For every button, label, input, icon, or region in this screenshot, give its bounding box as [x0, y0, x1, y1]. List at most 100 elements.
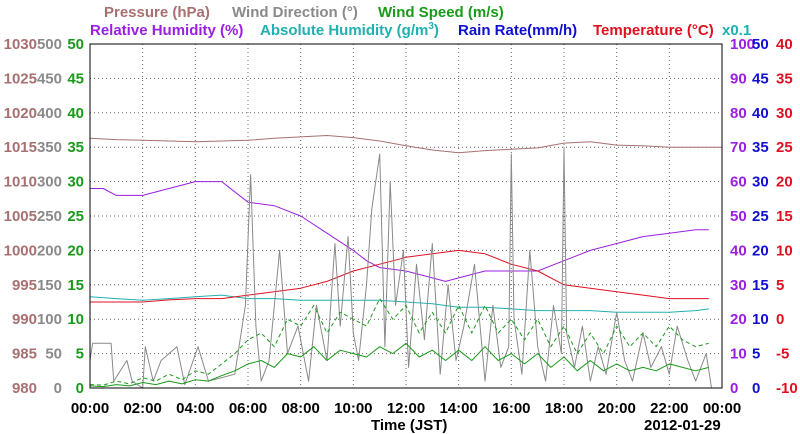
abs-hum-label: Absolute Humidity (g/m [260, 22, 428, 39]
pressure-tick: 1025 [4, 70, 37, 87]
wind-speed-tick: 20 [67, 242, 84, 259]
grid [90, 44, 722, 388]
x-tick-label: 00:00 [71, 400, 109, 417]
humidity-tick: 60 [730, 174, 747, 191]
axis-tick-labels: 00:00 02:00 04:00 06:00 08:00 10:00 12:00 14:00… [4, 36, 798, 417]
humidity-tick: 30 [730, 277, 747, 294]
series-line-5 [89, 342, 709, 388]
pressure-tick: 1015 [4, 139, 37, 156]
x-tick-label: 14:00 [439, 400, 477, 417]
temperature-tick: 35 [776, 70, 793, 87]
wind-direction-tick: 50 [45, 346, 62, 363]
wind-direction-tick: 100 [37, 311, 62, 328]
pressure-tick: 1030 [4, 36, 37, 53]
x-tick-label: 00:00 [703, 400, 741, 417]
wind-speed-tick: 40 [67, 105, 84, 122]
pressure-tick: 990 [12, 311, 37, 328]
legend-row-2: Relative Humidity (%) Absolute Humidity … [90, 21, 751, 39]
humidity-tick: 90 [730, 70, 747, 87]
x-tick-label: 10:00 [334, 400, 372, 417]
rain-rate-tick: 35 [752, 139, 769, 156]
wind-speed-tick: 0 [76, 380, 84, 397]
wind-speed-tick: 25 [67, 208, 84, 225]
humidity-tick: 40 [730, 242, 747, 259]
pressure-tick: 1005 [4, 208, 37, 225]
humidity-tick: 70 [730, 139, 747, 156]
series-lines [89, 135, 722, 389]
temperature-tick: 40 [776, 36, 793, 53]
x-tick-label: 22:00 [650, 400, 688, 417]
pressure-tick: 995 [12, 277, 37, 294]
wind-direction-tick: 450 [37, 70, 62, 87]
x-tick-label: 06:00 [229, 400, 267, 417]
wind-direction-tick: 400 [37, 105, 62, 122]
legend-pressure: Pressure (hPa) [104, 4, 210, 21]
temperature-tick: 0 [776, 311, 784, 328]
series-line-4 [89, 146, 712, 389]
temperature-tick: 15 [776, 208, 793, 225]
plot-frame [89, 43, 723, 389]
rain-rate-tick: 10 [752, 311, 769, 328]
rain-rate-tick: 0 [752, 380, 760, 397]
temperature-tick: -5 [776, 346, 789, 363]
rain-rate-tick: 30 [752, 174, 769, 191]
abs-hum-tail: ) [434, 22, 439, 39]
pressure-tick: 980 [12, 380, 37, 397]
temperature-tick: 25 [776, 139, 793, 156]
rain-rate-tick: 15 [752, 277, 769, 294]
x-tick-label: 08:00 [281, 400, 319, 417]
pressure-tick: 985 [12, 346, 37, 363]
wind-direction-tick: 500 [37, 36, 62, 53]
legend-temperature: Temperature (°C) [593, 22, 714, 39]
series-line-6 [89, 298, 709, 386]
humidity-tick: 50 [730, 208, 747, 225]
x-tick-label: 20:00 [597, 400, 635, 417]
humidity-tick: 100 [730, 36, 755, 53]
pressure-tick: 1010 [4, 174, 37, 191]
humidity-tick: 20 [730, 311, 747, 328]
pressure-tick: 1000 [4, 242, 37, 259]
rain-rate-tick: 40 [752, 105, 769, 122]
x-tick-label: 02:00 [123, 400, 161, 417]
wind-speed-tick: 30 [67, 174, 84, 191]
rain-rate-tick: 50 [752, 36, 769, 53]
humidity-multiplier: x0.1 [722, 22, 751, 39]
rain-rate-tick: 45 [752, 70, 769, 87]
series-line-1 [90, 181, 709, 282]
humidity-tick: 0 [730, 380, 738, 397]
x-tick-label: 18:00 [545, 400, 583, 417]
x-tick-label: 04:00 [176, 400, 214, 417]
wind-direction-tick: 150 [37, 277, 62, 294]
x-axis-title: Time (JST) [371, 417, 447, 434]
rain-rate-tick: 20 [752, 242, 769, 259]
x-tick-label: 12:00 [387, 400, 425, 417]
legend-rain-rate: Rain Rate(mm/h) [458, 22, 577, 39]
legend-wind-speed: Wind Speed (m/s) [378, 4, 504, 21]
wind-direction-tick: 0 [54, 380, 62, 397]
temperature-tick: 20 [776, 174, 793, 191]
wind-direction-tick: 350 [37, 139, 62, 156]
temperature-tick: -10 [776, 380, 798, 397]
humidity-tick: 10 [730, 346, 747, 363]
wind-speed-tick: 5 [76, 346, 84, 363]
wind-direction-tick: 200 [37, 242, 62, 259]
legend-absolute-humidity: Absolute Humidity (g/m3) [260, 21, 439, 39]
temperature-tick: 30 [776, 105, 793, 122]
legend-wind-direction: Wind Direction (°) [232, 4, 358, 21]
wind-speed-tick: 50 [67, 36, 84, 53]
pressure-tick: 1020 [4, 105, 37, 122]
date-label: 2012-01-29 [644, 417, 721, 434]
series-line-3 [90, 249, 709, 303]
humidity-tick: 80 [730, 105, 747, 122]
abs-hum-sup: 3 [428, 21, 434, 32]
wind-speed-tick: 35 [67, 139, 84, 156]
x-tick-label: 16:00 [492, 400, 530, 417]
temperature-tick: 5 [776, 277, 784, 294]
legend-relative-humidity: Relative Humidity (%) [90, 22, 243, 39]
temperature-tick: 10 [776, 242, 793, 259]
wind-direction-tick: 300 [37, 174, 62, 191]
legend-row-1: Pressure (hPa) Wind Direction (°) Wind S… [104, 4, 504, 21]
series-line-0 [89, 135, 722, 154]
wind-direction-tick: 250 [37, 208, 62, 225]
